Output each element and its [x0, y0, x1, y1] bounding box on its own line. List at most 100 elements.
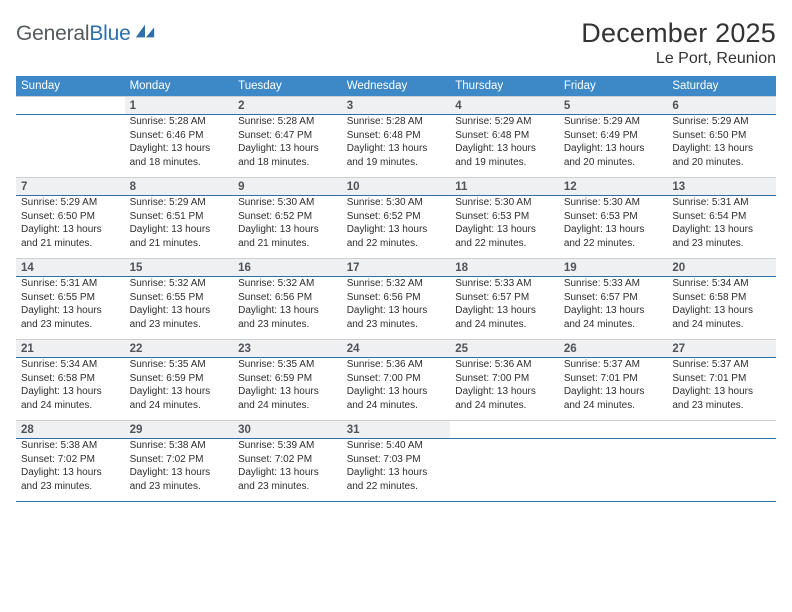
daylight-line: Daylight: 13 hours and 24 minutes.	[238, 385, 337, 412]
daylight-line: Daylight: 13 hours and 22 minutes.	[455, 223, 554, 250]
daylight-line: Daylight: 13 hours and 23 minutes.	[21, 466, 120, 493]
day-number-cell: 13	[667, 178, 776, 196]
day-number-cell: 16	[233, 259, 342, 277]
sunrise-line: Sunrise: 5:37 AM	[672, 358, 771, 372]
day-number-cell: 2	[233, 97, 342, 115]
day-number-cell: 12	[559, 178, 668, 196]
sunset-line: Sunset: 7:01 PM	[672, 372, 771, 386]
sunset-line: Sunset: 6:57 PM	[564, 291, 663, 305]
day-number-cell: 23	[233, 340, 342, 358]
daynum-row: 78910111213	[16, 178, 776, 196]
sunrise-line: Sunrise: 5:33 AM	[455, 277, 554, 291]
sunset-line: Sunset: 6:53 PM	[455, 210, 554, 224]
daynum-row: 123456	[16, 97, 776, 115]
day-number-cell: 24	[342, 340, 451, 358]
daylight-line: Daylight: 13 hours and 24 minutes.	[21, 385, 120, 412]
sunrise-line: Sunrise: 5:32 AM	[130, 277, 229, 291]
day-content-cell: Sunrise: 5:38 AMSunset: 7:02 PMDaylight:…	[16, 439, 125, 502]
day-content-cell: Sunrise: 5:29 AMSunset: 6:50 PMDaylight:…	[667, 115, 776, 178]
daylight-line: Daylight: 13 hours and 24 minutes.	[455, 385, 554, 412]
sunset-line: Sunset: 6:59 PM	[130, 372, 229, 386]
day-content-cell: Sunrise: 5:36 AMSunset: 7:00 PMDaylight:…	[450, 358, 559, 421]
daylight-line: Daylight: 13 hours and 20 minutes.	[564, 142, 663, 169]
sunrise-line: Sunrise: 5:29 AM	[130, 196, 229, 210]
daylight-line: Daylight: 13 hours and 24 minutes.	[564, 304, 663, 331]
day-content-cell: Sunrise: 5:33 AMSunset: 6:57 PMDaylight:…	[450, 277, 559, 340]
day-number-cell: 17	[342, 259, 451, 277]
sunset-line: Sunset: 6:54 PM	[672, 210, 771, 224]
sunset-line: Sunset: 6:59 PM	[238, 372, 337, 386]
sunrise-line: Sunrise: 5:30 AM	[238, 196, 337, 210]
sunset-line: Sunset: 6:53 PM	[564, 210, 663, 224]
sunrise-line: Sunrise: 5:37 AM	[564, 358, 663, 372]
day-number-cell: 8	[125, 178, 234, 196]
sunset-line: Sunset: 6:47 PM	[238, 129, 337, 143]
daylight-line: Daylight: 13 hours and 19 minutes.	[347, 142, 446, 169]
daylight-line: Daylight: 13 hours and 23 minutes.	[21, 304, 120, 331]
sunrise-line: Sunrise: 5:36 AM	[455, 358, 554, 372]
sunrise-line: Sunrise: 5:34 AM	[21, 358, 120, 372]
day-content-cell: Sunrise: 5:37 AMSunset: 7:01 PMDaylight:…	[559, 358, 668, 421]
daylight-line: Daylight: 13 hours and 23 minutes.	[672, 223, 771, 250]
sunrise-line: Sunrise: 5:29 AM	[672, 115, 771, 129]
sunrise-line: Sunrise: 5:35 AM	[238, 358, 337, 372]
sunset-line: Sunset: 7:02 PM	[238, 453, 337, 467]
sunset-line: Sunset: 7:02 PM	[21, 453, 120, 467]
sunrise-line: Sunrise: 5:28 AM	[238, 115, 337, 129]
day-content-cell	[559, 439, 668, 502]
day-number-cell: 11	[450, 178, 559, 196]
page-header: GeneralBlue December 2025 Le Port, Reuni…	[16, 18, 776, 68]
day-number-cell: 15	[125, 259, 234, 277]
content-row: Sunrise: 5:34 AMSunset: 6:58 PMDaylight:…	[16, 358, 776, 421]
day-number-cell: 21	[16, 340, 125, 358]
day-number-cell: 1	[125, 97, 234, 115]
weekday-header: Wednesday	[342, 76, 451, 97]
sunset-line: Sunset: 6:57 PM	[455, 291, 554, 305]
sunset-line: Sunset: 6:55 PM	[130, 291, 229, 305]
day-content-cell: Sunrise: 5:29 AMSunset: 6:50 PMDaylight:…	[16, 196, 125, 259]
daylight-line: Daylight: 13 hours and 23 minutes.	[238, 466, 337, 493]
sunset-line: Sunset: 6:52 PM	[347, 210, 446, 224]
sunrise-line: Sunrise: 5:35 AM	[130, 358, 229, 372]
daylight-line: Daylight: 13 hours and 24 minutes.	[672, 304, 771, 331]
day-number-cell: 22	[125, 340, 234, 358]
day-number-cell	[450, 421, 559, 439]
daylight-line: Daylight: 13 hours and 24 minutes.	[347, 385, 446, 412]
day-number-cell: 29	[125, 421, 234, 439]
day-content-cell: Sunrise: 5:32 AMSunset: 6:55 PMDaylight:…	[125, 277, 234, 340]
sunrise-line: Sunrise: 5:31 AM	[672, 196, 771, 210]
day-number-cell: 18	[450, 259, 559, 277]
day-content-cell: Sunrise: 5:28 AMSunset: 6:46 PMDaylight:…	[125, 115, 234, 178]
sunset-line: Sunset: 7:03 PM	[347, 453, 446, 467]
day-number-cell: 7	[16, 178, 125, 196]
daylight-line: Daylight: 13 hours and 20 minutes.	[672, 142, 771, 169]
daylight-line: Daylight: 13 hours and 23 minutes.	[130, 304, 229, 331]
day-number-cell: 5	[559, 97, 668, 115]
sunset-line: Sunset: 7:00 PM	[347, 372, 446, 386]
daylight-line: Daylight: 13 hours and 21 minutes.	[21, 223, 120, 250]
day-content-cell: Sunrise: 5:38 AMSunset: 7:02 PMDaylight:…	[125, 439, 234, 502]
brand-logo: GeneralBlue	[16, 18, 156, 46]
sunset-line: Sunset: 7:01 PM	[564, 372, 663, 386]
content-row: Sunrise: 5:29 AMSunset: 6:50 PMDaylight:…	[16, 196, 776, 259]
sunrise-line: Sunrise: 5:30 AM	[564, 196, 663, 210]
daylight-line: Daylight: 13 hours and 22 minutes.	[564, 223, 663, 250]
sunrise-line: Sunrise: 5:29 AM	[564, 115, 663, 129]
sunrise-line: Sunrise: 5:38 AM	[130, 439, 229, 453]
sunset-line: Sunset: 6:48 PM	[347, 129, 446, 143]
daylight-line: Daylight: 13 hours and 18 minutes.	[238, 142, 337, 169]
day-number-cell: 19	[559, 259, 668, 277]
day-content-cell: Sunrise: 5:30 AMSunset: 6:52 PMDaylight:…	[342, 196, 451, 259]
daylight-line: Daylight: 13 hours and 23 minutes.	[238, 304, 337, 331]
day-number-cell: 30	[233, 421, 342, 439]
day-content-cell: Sunrise: 5:36 AMSunset: 7:00 PMDaylight:…	[342, 358, 451, 421]
sunset-line: Sunset: 6:48 PM	[455, 129, 554, 143]
weekday-row: Sunday Monday Tuesday Wednesday Thursday…	[16, 76, 776, 97]
day-content-cell	[667, 439, 776, 502]
content-row: Sunrise: 5:31 AMSunset: 6:55 PMDaylight:…	[16, 277, 776, 340]
sunset-line: Sunset: 6:55 PM	[21, 291, 120, 305]
sunset-line: Sunset: 6:49 PM	[564, 129, 663, 143]
sunrise-line: Sunrise: 5:32 AM	[238, 277, 337, 291]
sunrise-line: Sunrise: 5:29 AM	[21, 196, 120, 210]
month-title: December 2025	[581, 18, 776, 49]
